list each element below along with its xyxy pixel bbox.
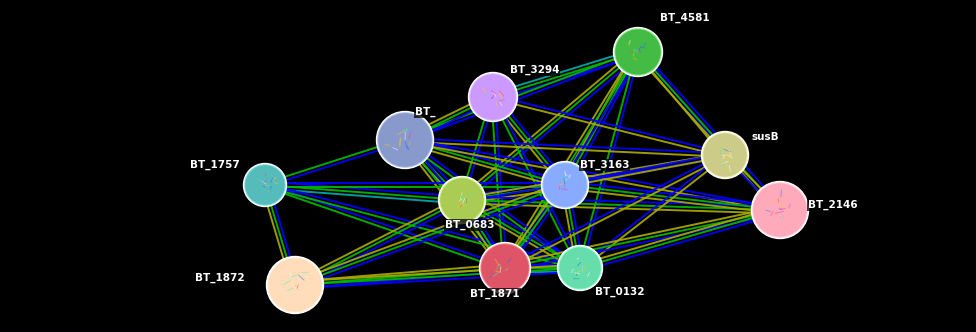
Circle shape — [377, 112, 433, 169]
Circle shape — [243, 163, 287, 207]
Text: BT_4581: BT_4581 — [660, 13, 710, 23]
Circle shape — [704, 134, 746, 176]
Circle shape — [246, 166, 284, 204]
Circle shape — [245, 165, 285, 205]
Circle shape — [481, 244, 529, 292]
Text: susB: susB — [752, 132, 780, 142]
Circle shape — [702, 131, 749, 179]
Circle shape — [441, 179, 483, 221]
Circle shape — [470, 74, 516, 120]
Circle shape — [378, 113, 432, 167]
Circle shape — [482, 245, 528, 291]
Circle shape — [752, 182, 808, 238]
Circle shape — [468, 72, 517, 122]
Circle shape — [703, 133, 747, 177]
Circle shape — [479, 242, 531, 293]
Circle shape — [268, 258, 322, 312]
Text: BT_1871: BT_1871 — [470, 289, 520, 299]
Circle shape — [753, 183, 807, 237]
Circle shape — [559, 247, 601, 289]
Text: BT_1872: BT_1872 — [195, 273, 245, 283]
Circle shape — [438, 177, 485, 223]
Circle shape — [615, 29, 661, 75]
Circle shape — [543, 163, 587, 207]
Circle shape — [616, 30, 660, 74]
Circle shape — [557, 245, 602, 290]
Circle shape — [269, 259, 321, 311]
Text: BT_: BT_ — [415, 107, 435, 117]
Text: BT_3163: BT_3163 — [580, 160, 630, 170]
Circle shape — [471, 75, 515, 119]
Circle shape — [379, 114, 431, 166]
Text: BT_0683: BT_0683 — [445, 220, 495, 230]
Circle shape — [544, 164, 586, 206]
Circle shape — [754, 184, 806, 236]
Circle shape — [440, 178, 484, 222]
Text: BT_2146: BT_2146 — [808, 200, 858, 210]
Circle shape — [542, 161, 589, 208]
Text: BT_3294: BT_3294 — [510, 65, 559, 75]
Text: BT_1757: BT_1757 — [190, 160, 240, 170]
Circle shape — [266, 257, 323, 313]
Circle shape — [560, 248, 600, 288]
Text: BT_0132: BT_0132 — [595, 287, 644, 297]
Circle shape — [614, 28, 663, 76]
